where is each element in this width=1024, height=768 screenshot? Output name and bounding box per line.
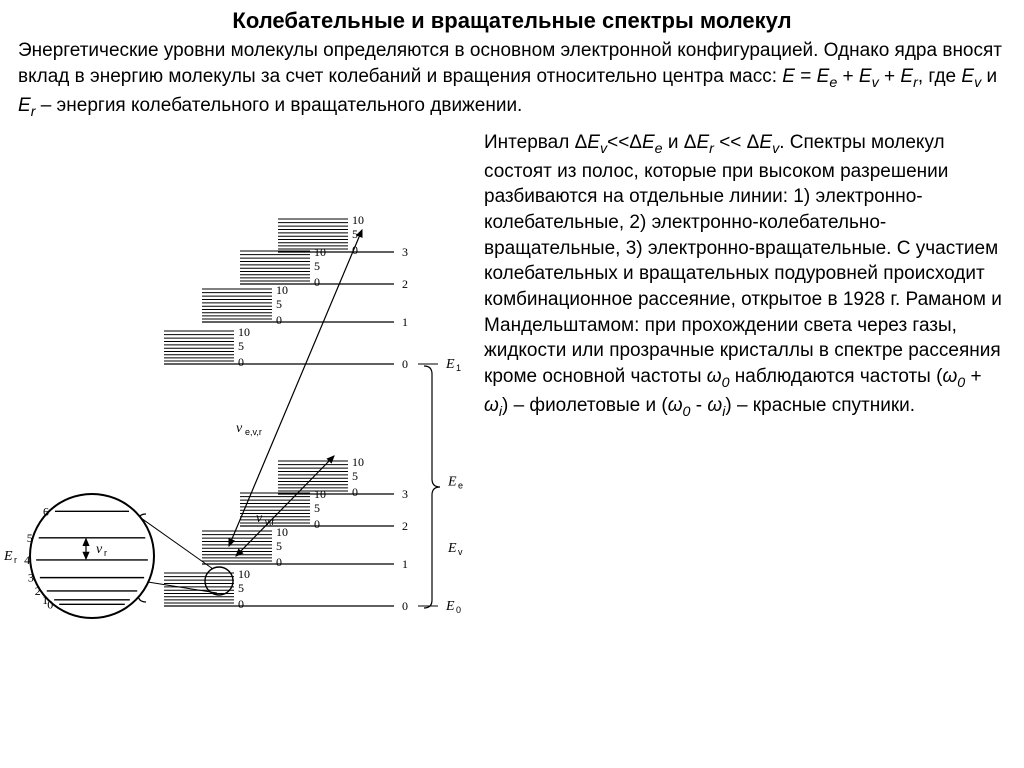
svg-text:1: 1 [402, 315, 408, 329]
svg-text:ν: ν [256, 511, 263, 526]
svg-text:0: 0 [456, 605, 461, 615]
svg-text:10: 10 [276, 283, 288, 297]
svg-text:5: 5 [352, 469, 358, 483]
svg-text:E: E [447, 541, 457, 556]
svg-text:0: 0 [402, 357, 408, 371]
svg-text:3: 3 [28, 570, 34, 584]
intro-paragraph: Энергетические уровни молекулы определяю… [0, 38, 1024, 122]
page-title: Колебательные и вращательные спектры мол… [0, 0, 1024, 38]
svg-text:5: 5 [314, 259, 320, 273]
svg-text:6: 6 [43, 504, 49, 518]
svg-text:r: r [14, 555, 17, 565]
svg-text:0: 0 [276, 555, 282, 569]
description-paragraph: Интервал ΔEv<<ΔEe и ΔEr << ΔEv. Спектры … [484, 126, 1006, 686]
svg-text:5: 5 [352, 227, 358, 241]
svg-text:E: E [445, 357, 455, 372]
svg-text:2: 2 [35, 584, 41, 598]
svg-text:5: 5 [238, 581, 244, 595]
svg-text:5: 5 [276, 297, 282, 311]
svg-text:0: 0 [314, 275, 320, 289]
svg-text:e: e [458, 480, 463, 490]
svg-text:E: E [4, 549, 13, 564]
svg-text:ν: ν [236, 421, 243, 436]
svg-text:E: E [445, 599, 455, 614]
svg-text:10: 10 [238, 325, 250, 339]
svg-text:1: 1 [402, 557, 408, 571]
energy-diagram: 0051010510205103051000510105102051030510… [4, 126, 484, 686]
svg-text:5: 5 [314, 501, 320, 515]
svg-text:1: 1 [42, 593, 48, 607]
svg-text:5: 5 [27, 531, 33, 545]
svg-text:0: 0 [276, 313, 282, 327]
svg-text:5: 5 [238, 339, 244, 353]
svg-text:E: E [447, 474, 457, 489]
svg-text:10: 10 [238, 567, 250, 581]
svg-text:v: v [458, 547, 463, 557]
svg-text:1: 1 [456, 363, 461, 373]
svg-text:3: 3 [402, 245, 408, 259]
svg-text:0: 0 [238, 597, 244, 611]
svg-text:0: 0 [314, 517, 320, 531]
svg-text:5: 5 [276, 539, 282, 553]
svg-text:3: 3 [402, 487, 408, 501]
svg-text:2: 2 [402, 519, 408, 533]
svg-text:10: 10 [352, 455, 364, 469]
svg-text:e,v,r: e,v,r [245, 427, 262, 437]
svg-text:0: 0 [352, 485, 358, 499]
svg-text:0: 0 [238, 355, 244, 369]
svg-text:ν: ν [96, 542, 103, 557]
svg-text:10: 10 [352, 213, 364, 227]
svg-text:r: r [104, 548, 107, 558]
svg-text:10: 10 [276, 525, 288, 539]
svg-text:2: 2 [402, 277, 408, 291]
svg-text:v,r: v,r [265, 517, 274, 527]
svg-text:4: 4 [24, 553, 30, 567]
svg-text:0: 0 [402, 599, 408, 613]
